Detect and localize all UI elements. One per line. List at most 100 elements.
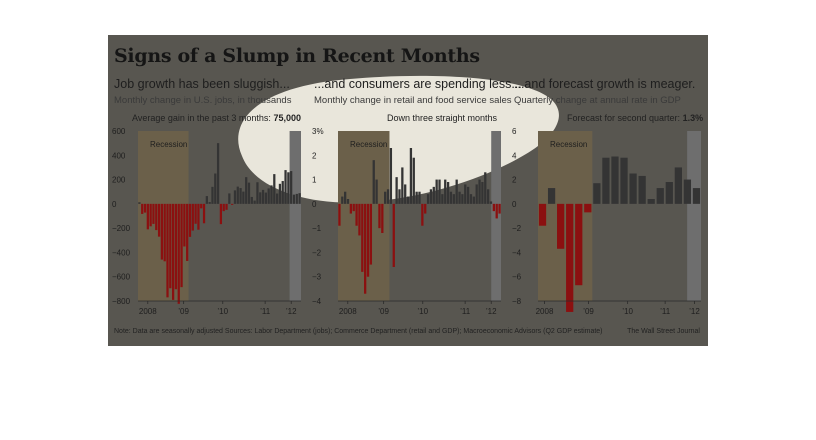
bar: [146, 203, 149, 230]
y-tick-label: 4: [512, 151, 517, 160]
y-tick-label: 200: [112, 176, 126, 185]
bar: [484, 172, 487, 204]
bar: [466, 186, 470, 204]
bar: [172, 203, 175, 300]
bar: [444, 179, 447, 204]
bar: [174, 203, 178, 290]
x-tick-label: ’12: [689, 307, 700, 316]
bar: [475, 184, 478, 204]
bar: [665, 182, 673, 204]
bar: [584, 203, 592, 213]
bar: [202, 203, 206, 224]
bar: [424, 203, 427, 214]
bar: [364, 203, 367, 294]
bar: [656, 188, 664, 204]
bar: [464, 184, 467, 204]
bar: [205, 196, 208, 204]
y-tick-label: −2: [512, 224, 522, 233]
recession-label: Recession: [350, 140, 387, 149]
bar: [446, 182, 450, 204]
bar: [638, 175, 646, 204]
bar: [575, 203, 583, 286]
bar: [426, 194, 430, 204]
bar: [225, 203, 228, 210]
bar: [222, 203, 225, 212]
bar: [256, 182, 259, 204]
bar: [498, 203, 501, 214]
panel-2-title: ...and consumers are spending less...: [314, 77, 522, 91]
bar: [259, 192, 262, 204]
y-tick-label: −1: [312, 224, 322, 233]
y-tick-label: −400: [112, 248, 131, 257]
bar: [197, 203, 200, 230]
bar: [492, 203, 495, 212]
bar: [692, 188, 701, 204]
bar: [381, 203, 384, 233]
chart-title: Signs of a Slump in Recent Months: [114, 45, 480, 67]
y-tick-label: −600: [112, 273, 131, 282]
bar: [231, 203, 234, 205]
bar: [683, 179, 692, 204]
y-tick-label: 400: [112, 151, 126, 160]
bar: [472, 196, 475, 204]
bar: [366, 203, 370, 277]
bar: [216, 143, 220, 204]
y-tick-label: −2: [312, 248, 322, 257]
bar: [214, 173, 217, 204]
y-tick-label: −200: [112, 224, 131, 233]
bar: [194, 203, 197, 224]
recession-shade: [538, 131, 593, 301]
bar: [401, 167, 404, 204]
x-tick-label: ’10: [217, 307, 228, 316]
bar: [358, 203, 361, 236]
panel-1-note-value: 75,000: [273, 113, 301, 123]
footnote: Note: Data are seasonally adjusted Sourc…: [114, 328, 603, 335]
recent-period-shade: [687, 131, 701, 301]
panel-1-note-label: Average gain in the past 3 months:: [132, 113, 274, 123]
bar: [557, 203, 565, 249]
bar: [298, 193, 301, 204]
bar: [478, 179, 481, 204]
bar: [418, 191, 421, 204]
bar: [406, 196, 410, 204]
bar: [208, 202, 211, 204]
bar: [233, 190, 237, 204]
x-tick-label: 2008: [339, 307, 357, 316]
y-tick-label: 0: [312, 200, 317, 209]
bar: [338, 203, 341, 226]
bar: [344, 191, 347, 204]
bar: [264, 192, 267, 204]
bar: [404, 184, 407, 204]
y-tick-label: 600: [112, 127, 126, 136]
y-tick-label: 6: [512, 127, 517, 136]
panel-3-note-value: 1.3%: [682, 113, 704, 123]
bar: [200, 203, 203, 209]
bar: [674, 167, 682, 204]
bar: [386, 189, 390, 204]
x-tick-label: ’11: [460, 307, 471, 316]
panel-2-chart: Recession 3% 2 1 0 −1 −2 −3 −4 2008 ’09 ’10 ’11 ’12: [312, 127, 501, 316]
y-tick-label: −3: [312, 273, 322, 282]
bar: [169, 203, 172, 289]
bar: [177, 203, 180, 304]
bar: [138, 202, 141, 204]
bar: [369, 203, 373, 265]
bar: [629, 173, 637, 204]
bar: [415, 191, 418, 204]
bar: [267, 188, 270, 204]
bar: [452, 194, 455, 204]
bar: [143, 203, 147, 213]
bar: [228, 193, 231, 204]
bar: [489, 201, 493, 204]
x-tick-label: ’09: [583, 307, 594, 316]
bar: [292, 194, 296, 204]
panel-3-chart: Recession 6 4 2 0 −2 −4 −6 −8 2008 ’09 ’10 ’11 ’12: [512, 127, 701, 316]
bar: [349, 203, 353, 214]
x-tick-label: ’12: [486, 307, 497, 316]
bar: [273, 174, 276, 204]
highlight-annotation: [238, 75, 559, 203]
bar: [160, 203, 164, 260]
bar: [461, 194, 464, 204]
bar: [250, 196, 253, 204]
bar: [191, 203, 194, 231]
